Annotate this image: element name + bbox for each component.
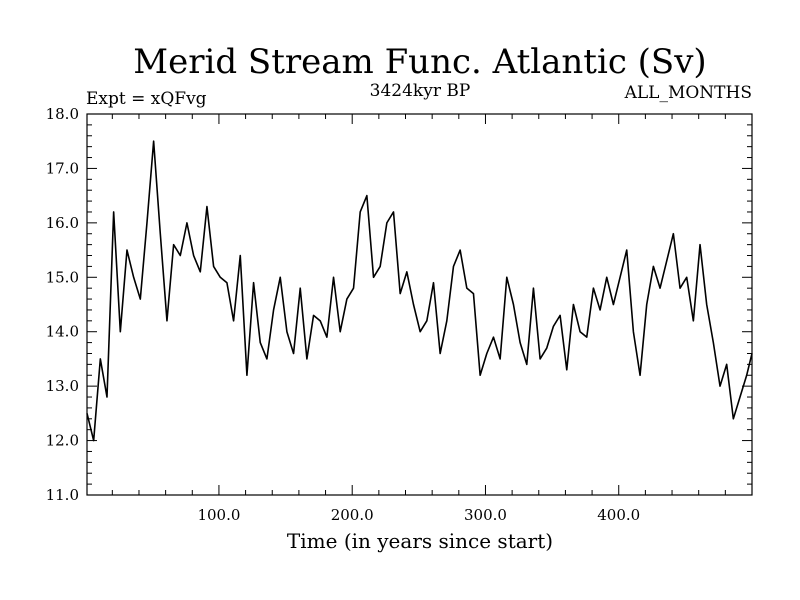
experiment-label: Expt = xQFvg xyxy=(86,89,207,109)
y-tick-label: 17.0 xyxy=(46,159,79,177)
chart-title: Merid Stream Func. Atlantic (Sv) xyxy=(133,42,706,82)
y-tick-label: 12.0 xyxy=(46,432,79,450)
y-tick-label: 16.0 xyxy=(46,214,79,232)
x-tick-label: 300.0 xyxy=(464,506,507,524)
x-axis-label: Time (in years since start) xyxy=(287,529,553,553)
y-tick-label: 11.0 xyxy=(46,486,79,504)
y-tick-label: 15.0 xyxy=(46,268,79,286)
series-line xyxy=(86,140,753,442)
months-label: ALL_MONTHS xyxy=(624,83,752,103)
x-tick-label: 400.0 xyxy=(597,506,640,524)
x-tick-label: 100.0 xyxy=(197,506,240,524)
x-tick-labels: 100.0 200.0 300.0 400.0 xyxy=(197,506,640,524)
x-tick-label: 200.0 xyxy=(331,506,374,524)
y-tick-label: 13.0 xyxy=(46,377,79,395)
y-tick-label: 14.0 xyxy=(46,323,79,341)
period-label: 3424kyr BP xyxy=(370,81,471,101)
axis-ticks xyxy=(87,113,752,496)
y-tick-labels: 11.0 12.0 13.0 14.0 15.0 16.0 17.0 18.0 xyxy=(46,105,79,504)
plot-frame xyxy=(86,113,753,496)
y-tick-label: 18.0 xyxy=(46,105,79,123)
